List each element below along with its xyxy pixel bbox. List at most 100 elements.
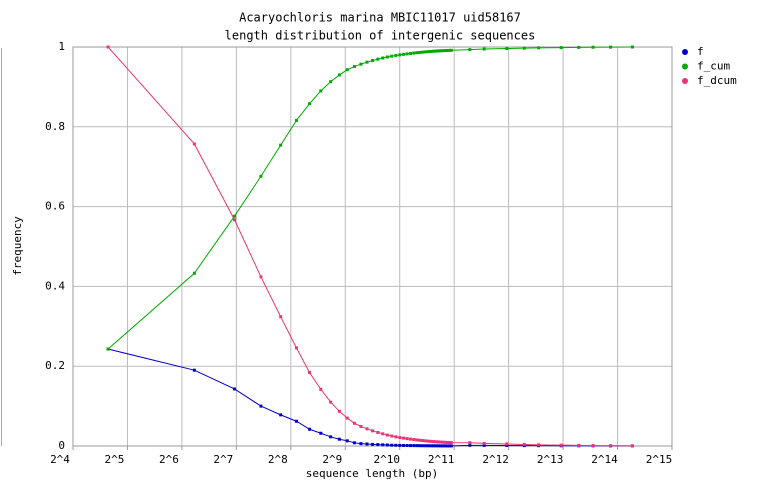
- data-point: [385, 443, 389, 447]
- data-point: [294, 419, 298, 423]
- data-point: [279, 143, 283, 147]
- data-point: [577, 45, 581, 49]
- data-point: [426, 444, 430, 448]
- data-point: [439, 444, 443, 448]
- data-point: [421, 444, 425, 448]
- data-point: [447, 48, 451, 52]
- x-tick-label: 2^15: [646, 453, 673, 466]
- data-point: [482, 441, 486, 445]
- data-point: [559, 443, 563, 447]
- data-point: [294, 346, 298, 350]
- x-tick-label: 2^5: [105, 453, 125, 466]
- data-point: [402, 436, 406, 440]
- data-point: [415, 51, 419, 55]
- data-point: [259, 275, 263, 279]
- data-point: [426, 439, 430, 443]
- data-point: [609, 444, 613, 448]
- chart-subtitle: length distribution of intergenic sequen…: [225, 29, 536, 43]
- data-point: [402, 52, 406, 56]
- data-point: [308, 427, 312, 431]
- legend-label: f: [697, 45, 704, 58]
- data-point: [329, 435, 333, 439]
- data-point: [445, 440, 449, 444]
- data-point: [398, 53, 402, 57]
- data-point: [345, 68, 349, 72]
- data-point: [482, 47, 486, 51]
- data-point: [319, 89, 323, 93]
- data-point: [449, 444, 453, 448]
- data-point: [418, 50, 422, 54]
- data-point: [443, 444, 447, 448]
- x-tick-label: 2^4: [50, 453, 70, 466]
- data-point: [337, 409, 341, 413]
- data-point: [385, 433, 389, 437]
- data-point: [192, 368, 196, 372]
- data-point: [233, 218, 237, 222]
- data-point: [436, 440, 440, 444]
- data-point: [415, 444, 419, 448]
- data-point: [436, 444, 440, 448]
- data-point: [443, 440, 447, 444]
- data-point: [390, 443, 394, 447]
- data-point: [439, 49, 443, 53]
- data-point: [445, 444, 449, 448]
- data-point: [630, 45, 634, 49]
- data-point: [381, 56, 385, 60]
- data-point: [609, 45, 613, 49]
- data-point: [352, 421, 356, 425]
- data-point: [537, 46, 541, 50]
- data-point: [505, 444, 509, 448]
- data-point: [371, 429, 375, 433]
- data-point: [449, 441, 453, 445]
- data-point: [449, 48, 453, 52]
- data-point: [381, 443, 385, 447]
- data-point: [482, 443, 486, 447]
- data-point: [376, 57, 380, 61]
- data-point: [418, 444, 422, 448]
- data-point: [432, 49, 436, 53]
- x-tick-label: 2^9: [322, 453, 342, 466]
- data-point: [233, 214, 237, 218]
- data-point: [505, 442, 509, 446]
- data-point: [412, 444, 416, 448]
- data-point: [468, 443, 472, 447]
- data-point: [359, 62, 363, 66]
- data-point: [537, 443, 541, 447]
- data-point: [279, 413, 283, 417]
- data-point: [429, 49, 433, 53]
- y-tick-label: 1: [58, 40, 65, 53]
- data-point: [279, 315, 283, 319]
- x-axis-label: sequence length (bp): [306, 467, 438, 480]
- y-axis-label: frequency: [11, 216, 24, 276]
- data-point: [630, 444, 634, 448]
- data-point: [447, 441, 451, 445]
- data-point: [522, 46, 526, 50]
- data-point: [421, 50, 425, 54]
- y-tick-label: 0.8: [45, 120, 65, 133]
- data-point: [394, 53, 398, 57]
- data-point: [421, 439, 425, 443]
- data-point: [441, 444, 445, 448]
- data-point: [385, 55, 389, 59]
- data-point: [434, 49, 438, 53]
- data-point: [405, 437, 409, 441]
- data-point: [398, 436, 402, 440]
- x-tick-label: 2^6: [159, 453, 179, 466]
- data-point: [365, 427, 369, 431]
- x-tick-label: 2^8: [268, 453, 288, 466]
- data-point: [345, 439, 349, 443]
- data-point: [468, 48, 472, 52]
- data-point: [429, 444, 433, 448]
- data-point: [329, 400, 333, 404]
- y-tick-label: 0.2: [45, 359, 65, 372]
- data-point: [352, 65, 356, 69]
- data-point: [398, 443, 402, 447]
- data-point: [329, 80, 333, 84]
- data-point: [192, 271, 196, 275]
- data-point: [345, 416, 349, 420]
- data-point: [409, 444, 413, 448]
- data-point: [402, 443, 406, 447]
- data-point: [359, 442, 363, 446]
